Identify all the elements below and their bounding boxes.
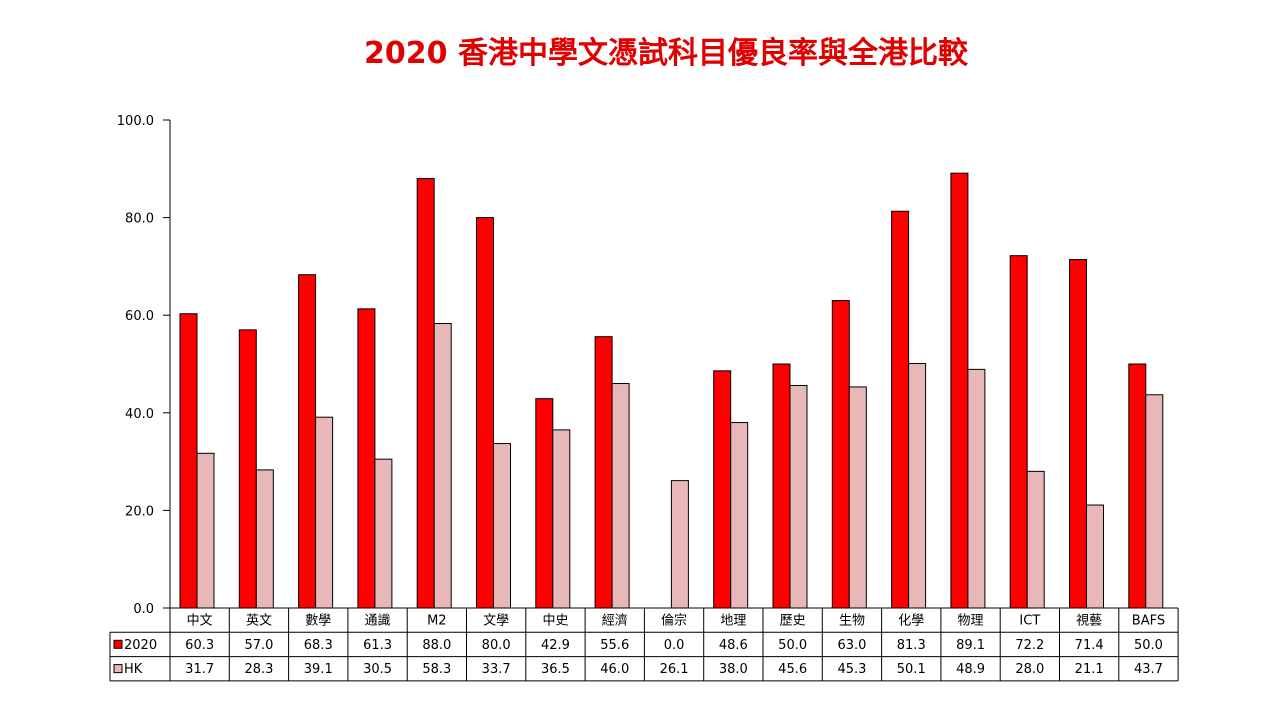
data-value-2020: 60.3 — [185, 638, 214, 653]
data-value-2020: 89.1 — [956, 638, 985, 653]
data-value-2020: 0.0 — [664, 638, 685, 653]
data-value-2020: 88.0 — [422, 638, 451, 653]
bar-2020 — [416, 178, 435, 609]
bar-hk — [315, 416, 334, 609]
data-value-2020: 50.0 — [778, 638, 807, 653]
data-value-hk: 39.1 — [304, 662, 333, 677]
x-category-label: 歷史 — [780, 614, 806, 629]
x-category-label: 物理 — [958, 614, 984, 629]
bar-2020 — [594, 336, 613, 609]
bar-2020 — [298, 274, 317, 609]
data-value-2020: 68.3 — [304, 638, 333, 653]
x-category-label: 經濟 — [602, 613, 628, 629]
bars-group — [179, 172, 1164, 609]
data-value-hk: 26.1 — [660, 662, 689, 677]
data-value-2020: 42.9 — [541, 638, 570, 653]
y-tick-label: 20.0 — [125, 504, 154, 519]
data-table: 中文 英文 數學 通識 M2 文學 中史 經濟 倫宗 地理 歷史 生物 化學 物理 ICT 視藝 BAFS 202… — [109, 607, 1179, 682]
data-value-hk: 45.3 — [837, 662, 866, 677]
y-tick-label: 0.0 — [133, 602, 154, 617]
x-category-label: BAFS — [1132, 614, 1165, 629]
bar-hk — [552, 429, 571, 609]
bar-2020 — [179, 313, 198, 609]
bar-hk — [908, 363, 927, 609]
data-value-hk: 45.6 — [778, 662, 807, 677]
legend-swatch-hk — [113, 664, 123, 674]
data-value-hk: 50.1 — [897, 662, 926, 677]
data-value-hk: 43.7 — [1134, 662, 1163, 677]
legend-label-2020: 2020 — [124, 638, 157, 653]
data-value-2020: 48.6 — [719, 638, 748, 653]
y-tick-label: 40.0 — [125, 407, 154, 422]
bar-hk — [611, 383, 630, 609]
x-category-label: 視藝 — [1076, 614, 1102, 629]
data-value-2020: 81.3 — [897, 638, 926, 653]
bar-hk — [670, 480, 689, 609]
x-category-label: 中史 — [542, 614, 568, 629]
data-value-2020: 55.6 — [600, 638, 629, 653]
data-value-hk: 28.0 — [1015, 662, 1044, 677]
y-tick-label: 60.0 — [125, 309, 154, 324]
bar-hk — [433, 322, 452, 609]
chart-title: 2020 香港中學文憑試科目優良率與全港比較 — [364, 36, 968, 71]
bar-2020 — [1128, 363, 1147, 609]
bar-2020 — [772, 363, 791, 609]
data-value-2020: 80.0 — [482, 638, 511, 653]
x-category-label: 數學 — [305, 614, 331, 629]
bar-hk — [789, 384, 808, 609]
bar-2020 — [238, 329, 257, 609]
bar-hk — [374, 458, 393, 609]
data-value-hk: 38.0 — [719, 662, 748, 677]
data-value-hk: 33.7 — [482, 662, 511, 677]
data-value-hk: 46.0 — [600, 662, 629, 677]
x-category-label: 倫宗 — [661, 613, 687, 629]
y-axis: 0.0 20.0 40.0 60.0 80.0 100.0 — [117, 114, 171, 617]
data-value-hk: 30.5 — [363, 662, 392, 677]
x-category-label: 地理 — [720, 614, 746, 629]
bar-2020 — [357, 308, 376, 609]
x-category-label: 中文 — [187, 614, 213, 629]
bar-hk — [1145, 394, 1164, 609]
data-value-2020: 72.2 — [1015, 638, 1044, 653]
data-value-2020: 63.0 — [837, 638, 866, 653]
data-value-2020: 61.3 — [363, 638, 392, 653]
data-value-hk: 31.7 — [185, 662, 214, 677]
data-value-2020: 50.0 — [1134, 638, 1163, 653]
bar-2020 — [1009, 255, 1028, 609]
bar-2020 — [950, 172, 969, 609]
bar-hk — [967, 368, 986, 609]
data-value-hk: 36.5 — [541, 662, 570, 677]
bar-hk — [255, 469, 274, 609]
legend-swatch-2020 — [113, 639, 123, 649]
x-category-label: ICT — [1019, 614, 1040, 629]
y-tick-label: 100.0 — [117, 114, 154, 129]
legend-label-hk: HK — [124, 662, 143, 677]
x-category-label: 通識 — [365, 614, 391, 629]
data-value-2020: 57.0 — [244, 638, 273, 653]
x-category-label: 文學 — [483, 614, 509, 629]
data-value-hk: 28.3 — [244, 662, 273, 677]
bar-hk — [196, 452, 215, 609]
bar-hk — [1026, 470, 1045, 609]
bar-hk — [848, 386, 867, 609]
bar-hk — [1086, 504, 1104, 609]
bar-2020 — [476, 217, 494, 609]
bar-2020 — [891, 210, 910, 609]
data-value-hk: 21.1 — [1075, 662, 1104, 677]
x-category-label: M2 — [427, 614, 447, 629]
data-value-2020: 71.4 — [1075, 638, 1104, 653]
data-value-hk: 48.9 — [956, 662, 985, 677]
bar-2020 — [535, 398, 554, 609]
y-tick-label: 80.0 — [125, 212, 154, 227]
x-category-label: 化學 — [898, 614, 924, 629]
bar-hk — [730, 422, 749, 609]
bar-2020 — [1069, 259, 1087, 609]
bar-hk — [493, 443, 511, 609]
bar-2020 — [713, 370, 732, 609]
x-category-label: 英文 — [246, 614, 272, 629]
x-category-label: 生物 — [839, 614, 865, 629]
bar-2020 — [831, 300, 850, 609]
data-value-hk: 58.3 — [422, 662, 451, 677]
